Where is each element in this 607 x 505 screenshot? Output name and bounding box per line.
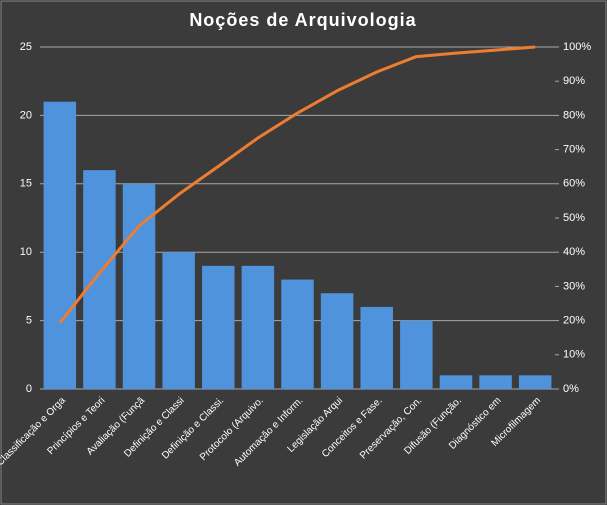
y2-tick-label: 70% <box>563 144 585 156</box>
y-tick-label: 10 <box>20 246 32 258</box>
y-tick-label: 0 <box>26 383 32 395</box>
y-tick-label: 25 <box>20 41 32 53</box>
y-tick-label: 5 <box>26 315 32 327</box>
y-tick-label: 15 <box>20 178 32 190</box>
y2-tick-label: 90% <box>563 75 585 87</box>
y2-tick-label: 50% <box>563 212 585 224</box>
chart-title: Noções de Arquivologia <box>189 10 416 30</box>
bar <box>479 375 512 389</box>
bar <box>162 252 195 389</box>
y-tick-label: 20 <box>20 109 32 121</box>
y2-tick-label: 10% <box>563 349 585 361</box>
y2-tick-label: 80% <box>563 109 585 121</box>
y2-tick-label: 60% <box>563 178 585 190</box>
y2-tick-label: 20% <box>563 315 585 327</box>
y2-tick-label: 100% <box>563 41 591 53</box>
bar <box>83 170 116 389</box>
y2-tick-label: 40% <box>563 246 585 258</box>
bar <box>241 265 275 389</box>
bar <box>360 306 393 389</box>
bar <box>518 375 552 389</box>
cumulative-line <box>58 45 536 324</box>
bar <box>122 183 156 389</box>
y2-tick-label: 30% <box>563 280 585 292</box>
bar <box>43 101 77 389</box>
bar <box>439 375 473 389</box>
bar <box>202 265 235 389</box>
bar <box>320 293 354 389</box>
y2-tick-label: 0% <box>563 383 579 395</box>
bar <box>400 320 433 389</box>
bar <box>281 279 314 389</box>
